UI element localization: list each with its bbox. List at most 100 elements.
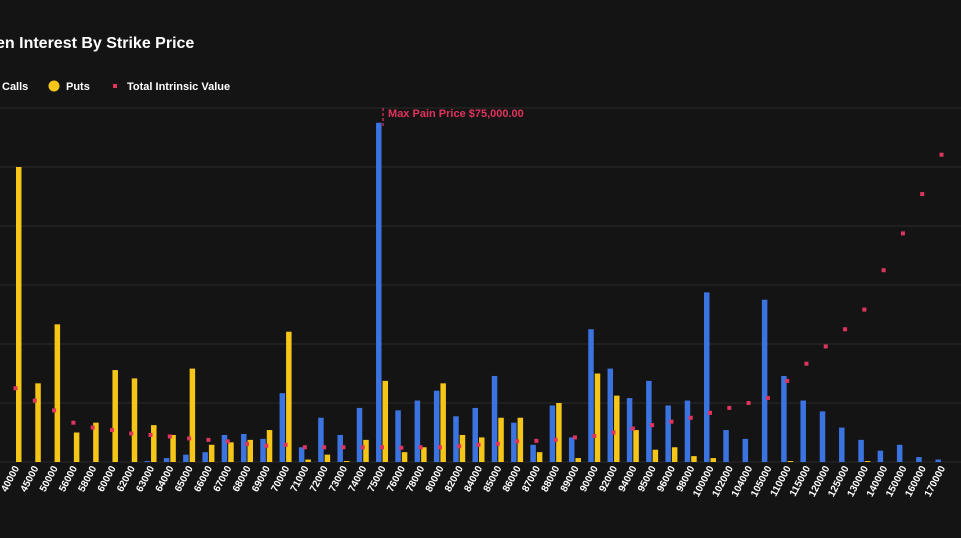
puts-bar-58000[interactable] [93, 422, 99, 462]
intrinsic-point-85000[interactable] [495, 441, 500, 446]
intrinsic-point-68000[interactable] [245, 441, 249, 446]
puts-bar-75000[interactable] [382, 380, 389, 462]
puts-bar-65000[interactable] [189, 368, 196, 462]
intrinsic-point-84000[interactable] [476, 442, 481, 447]
puts-bar-82000[interactable] [459, 434, 466, 462]
calls-bar-71000[interactable] [298, 447, 305, 462]
intrinsic-point-125000[interactable] [843, 327, 848, 332]
intrinsic-point-95000[interactable] [650, 423, 655, 428]
legend-item-total-intrinsic-value[interactable]: Total Intrinsic Value [113, 81, 230, 93]
intrinsic-point-150000[interactable] [900, 231, 905, 236]
intrinsic-point-64000[interactable] [167, 434, 172, 439]
calls-bar-69000[interactable] [260, 438, 266, 462]
calls-bar-120000[interactable] [819, 411, 826, 462]
calls-bar-76000[interactable] [395, 410, 401, 462]
calls-bar-65000[interactable] [183, 454, 189, 462]
intrinsic-point-69000[interactable] [264, 443, 269, 448]
intrinsic-point-76000[interactable] [399, 445, 404, 450]
calls-bar-70000[interactable] [279, 393, 286, 462]
calls-bar-140000[interactable] [877, 450, 884, 462]
puts-bar-56000[interactable] [73, 432, 80, 463]
calls-bar-115000[interactable] [800, 400, 806, 462]
calls-bar-85000[interactable] [491, 375, 498, 462]
calls-bar-63000[interactable] [144, 461, 151, 462]
calls-bar-96000[interactable] [665, 405, 671, 462]
intrinsic-point-62000[interactable] [129, 431, 134, 436]
puts-bar-45000[interactable] [35, 383, 41, 462]
puts-bar-62000[interactable] [131, 378, 138, 462]
calls-bar-75000[interactable] [376, 122, 382, 462]
intrinsic-point-73000[interactable] [341, 445, 346, 450]
calls-bar-64000[interactable] [163, 458, 170, 462]
puts-bar-64000[interactable] [170, 434, 176, 462]
intrinsic-point-67000[interactable] [225, 439, 230, 444]
puts-bar-50000[interactable] [54, 324, 61, 462]
puts-bar-80000[interactable] [440, 383, 446, 462]
calls-bar-92000[interactable] [607, 368, 614, 462]
puts-bar-98000[interactable] [691, 456, 697, 462]
intrinsic-point-160000[interactable] [920, 192, 925, 197]
puts-bar-74000[interactable] [363, 439, 369, 462]
intrinsic-point-88000[interactable] [553, 437, 558, 442]
calls-bar-100000[interactable] [704, 292, 710, 462]
puts-bar-40000[interactable] [16, 167, 22, 462]
calls-bar-89000[interactable] [568, 437, 575, 462]
calls-bar-86000[interactable] [511, 422, 517, 462]
calls-bar-94000[interactable] [626, 398, 633, 462]
calls-bar-67000[interactable] [221, 434, 228, 462]
intrinsic-point-45000[interactable] [32, 398, 37, 403]
intrinsic-point-115000[interactable] [804, 361, 809, 366]
puts-bar-110000[interactable] [787, 461, 794, 462]
calls-bar-125000[interactable] [839, 427, 845, 462]
calls-bar-102000[interactable] [723, 430, 729, 462]
intrinsic-point-60000[interactable] [109, 428, 114, 433]
calls-bar-150000[interactable] [896, 444, 903, 462]
intrinsic-point-100000[interactable] [708, 410, 712, 415]
legend-item-puts[interactable]: Puts [48, 80, 90, 94]
intrinsic-point-92000[interactable] [611, 430, 616, 435]
puts-bar-66000[interactable] [208, 444, 215, 462]
puts-bar-86000[interactable] [517, 417, 524, 462]
intrinsic-point-78000[interactable] [418, 445, 423, 450]
calls-bar-90000[interactable] [588, 329, 594, 462]
intrinsic-point-74000[interactable] [360, 445, 365, 450]
intrinsic-point-94000[interactable] [630, 426, 635, 431]
calls-bar-68000[interactable] [241, 433, 247, 462]
puts-bar-78000[interactable] [421, 447, 427, 462]
puts-bar-95000[interactable] [652, 449, 659, 462]
puts-bar-73000[interactable] [343, 461, 350, 462]
puts-bar-72000[interactable] [324, 454, 331, 462]
intrinsic-point-65000[interactable] [187, 436, 192, 441]
calls-bar-73000[interactable] [337, 434, 343, 462]
puts-bar-60000[interactable] [112, 370, 118, 462]
intrinsic-point-80000[interactable] [437, 445, 442, 450]
calls-bar-160000[interactable] [916, 457, 922, 462]
puts-bar-70000[interactable] [286, 331, 292, 462]
calls-bar-88000[interactable] [549, 405, 556, 462]
calls-bar-104000[interactable] [742, 438, 749, 462]
puts-bar-85000[interactable] [498, 417, 504, 462]
intrinsic-point-40000[interactable] [13, 386, 18, 391]
intrinsic-point-110000[interactable] [785, 378, 790, 383]
calls-bar-170000[interactable] [935, 459, 942, 462]
calls-bar-72000[interactable] [318, 417, 324, 462]
puts-bar-130000[interactable] [864, 461, 871, 462]
intrinsic-point-98000[interactable] [688, 415, 693, 420]
calls-bar-66000[interactable] [202, 452, 208, 462]
calls-bar-78000[interactable] [414, 400, 421, 462]
calls-bar-110000[interactable] [781, 375, 787, 462]
intrinsic-point-89000[interactable] [572, 435, 577, 440]
intrinsic-point-90000[interactable] [592, 433, 597, 438]
intrinsic-point-105000[interactable] [765, 396, 770, 401]
puts-bar-67000[interactable] [228, 442, 234, 462]
calls-bar-74000[interactable] [356, 407, 363, 462]
puts-bar-69000[interactable] [266, 430, 273, 462]
intrinsic-point-86000[interactable] [515, 439, 520, 444]
intrinsic-point-140000[interactable] [881, 268, 886, 273]
calls-bar-87000[interactable] [530, 444, 536, 462]
puts-bar-71000[interactable] [305, 459, 311, 462]
intrinsic-point-75000[interactable] [380, 445, 385, 450]
intrinsic-point-63000[interactable] [148, 432, 153, 437]
puts-bar-84000[interactable] [479, 437, 485, 462]
calls-bar-82000[interactable] [453, 416, 459, 462]
